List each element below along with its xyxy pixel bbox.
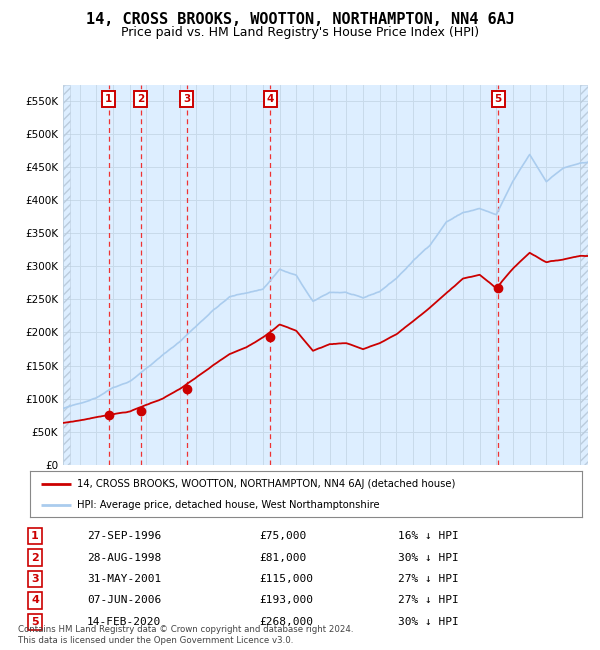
- Text: Contains HM Land Registry data © Crown copyright and database right 2024.
This d: Contains HM Land Registry data © Crown c…: [18, 625, 353, 645]
- Text: 30% ↓ HPI: 30% ↓ HPI: [398, 617, 458, 627]
- Text: 27% ↓ HPI: 27% ↓ HPI: [398, 595, 458, 606]
- Text: 14, CROSS BROOKS, WOOTTON, NORTHAMPTON, NN4 6AJ (detached house): 14, CROSS BROOKS, WOOTTON, NORTHAMPTON, …: [77, 478, 455, 489]
- Text: 1: 1: [31, 531, 39, 541]
- Text: 28-AUG-1998: 28-AUG-1998: [87, 552, 161, 562]
- Text: 5: 5: [494, 94, 502, 104]
- Text: 27% ↓ HPI: 27% ↓ HPI: [398, 574, 458, 584]
- Text: 4: 4: [31, 595, 39, 606]
- Text: £268,000: £268,000: [260, 617, 314, 627]
- Text: 1: 1: [105, 94, 112, 104]
- Text: 3: 3: [183, 94, 190, 104]
- Text: £81,000: £81,000: [260, 552, 307, 562]
- Text: Price paid vs. HM Land Registry's House Price Index (HPI): Price paid vs. HM Land Registry's House …: [121, 26, 479, 39]
- Text: 2: 2: [31, 552, 39, 562]
- Text: 2: 2: [137, 94, 144, 104]
- Text: 07-JUN-2006: 07-JUN-2006: [87, 595, 161, 606]
- Text: 14, CROSS BROOKS, WOOTTON, NORTHAMPTON, NN4 6AJ: 14, CROSS BROOKS, WOOTTON, NORTHAMPTON, …: [86, 12, 514, 27]
- Text: 16% ↓ HPI: 16% ↓ HPI: [398, 531, 458, 541]
- Text: £75,000: £75,000: [260, 531, 307, 541]
- Text: HPI: Average price, detached house, West Northamptonshire: HPI: Average price, detached house, West…: [77, 500, 380, 510]
- Text: 5: 5: [31, 617, 39, 627]
- Text: 3: 3: [31, 574, 39, 584]
- Text: 30% ↓ HPI: 30% ↓ HPI: [398, 552, 458, 562]
- Text: 31-MAY-2001: 31-MAY-2001: [87, 574, 161, 584]
- Text: £115,000: £115,000: [260, 574, 314, 584]
- Text: 4: 4: [266, 94, 274, 104]
- Text: 14-FEB-2020: 14-FEB-2020: [87, 617, 161, 627]
- Text: 27-SEP-1996: 27-SEP-1996: [87, 531, 161, 541]
- Text: £193,000: £193,000: [260, 595, 314, 606]
